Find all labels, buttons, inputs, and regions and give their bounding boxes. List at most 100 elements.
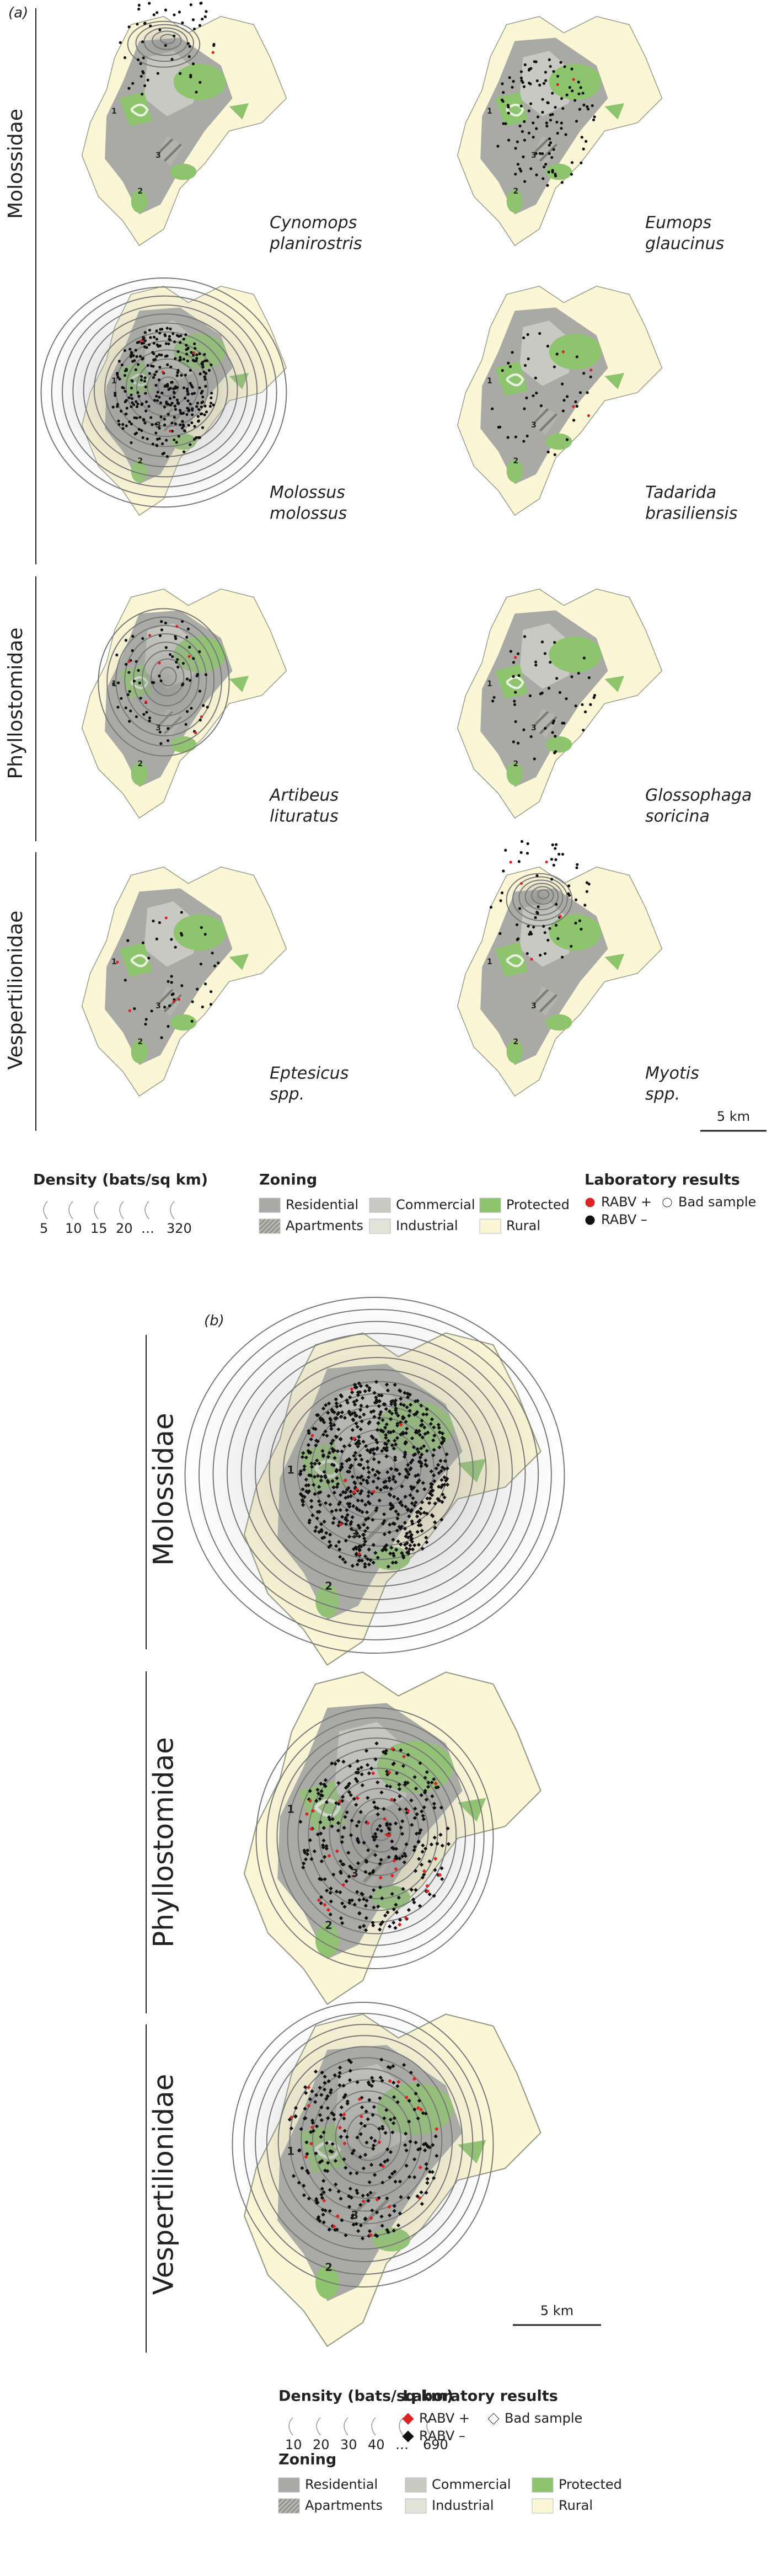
bat-sample xyxy=(561,350,565,354)
bat-sample xyxy=(136,402,140,405)
bat-sample xyxy=(551,113,554,116)
density-contour-key xyxy=(144,1201,149,1220)
bat-sample xyxy=(336,1759,341,1763)
bat-sample xyxy=(159,679,163,682)
map-label: 2 xyxy=(138,457,143,466)
bat-sample xyxy=(174,357,177,360)
map-label: 2 xyxy=(138,187,143,196)
bat-sample xyxy=(173,340,176,344)
bat-sample xyxy=(528,694,532,698)
family-label: Phyllostomidae xyxy=(148,1737,180,1948)
bat-sample xyxy=(118,377,121,381)
bat-sample xyxy=(146,78,149,82)
bat-sample xyxy=(361,1439,366,1444)
bat-sample xyxy=(144,1018,148,1021)
bat-sample xyxy=(185,677,189,681)
bat-sample xyxy=(319,1789,324,1793)
bat-sample xyxy=(165,439,168,442)
bat-sample xyxy=(151,423,154,426)
density-contour xyxy=(537,889,550,900)
bat-sample xyxy=(158,437,161,440)
bat-sample xyxy=(551,843,554,847)
bat-sample xyxy=(348,2069,352,2073)
bat-sample xyxy=(170,402,174,405)
bat-sample xyxy=(327,1451,332,1455)
bat-sample xyxy=(143,339,147,343)
lab-symbol xyxy=(585,1198,595,1207)
bat-sample xyxy=(179,341,182,344)
bat-sample xyxy=(546,938,550,942)
bat-sample xyxy=(196,415,200,418)
bat-sample xyxy=(319,1529,324,1533)
family-label: Molossidae xyxy=(148,1413,180,1565)
bat-sample xyxy=(170,421,174,425)
bat-sample xyxy=(513,703,517,706)
bat-sample xyxy=(419,1862,424,1867)
bat-sample xyxy=(213,964,217,968)
bat-sample xyxy=(349,1527,353,1531)
bat-sample xyxy=(344,1495,348,1500)
density-label: 5 xyxy=(40,1221,48,1236)
bat-sample xyxy=(163,423,167,426)
bat-sample xyxy=(528,67,531,71)
lab-label: RABV + xyxy=(419,2411,470,2426)
map: 1 2 3 xyxy=(82,2,287,245)
bat-sample xyxy=(124,706,127,709)
bat-sample xyxy=(196,673,200,676)
bat-sample xyxy=(143,376,147,380)
bat-sample xyxy=(529,82,532,85)
bat-sample xyxy=(393,1455,398,1460)
bat-sample xyxy=(376,1780,380,1784)
bat-sample xyxy=(425,1496,430,1501)
species-name: Eptesicus xyxy=(270,1064,349,1083)
bat-sample xyxy=(158,426,161,430)
bat-sample xyxy=(142,71,145,74)
bat-sample xyxy=(395,1856,399,1861)
bat-sample xyxy=(575,355,578,359)
density-contour xyxy=(143,27,188,56)
bat-sample xyxy=(513,699,516,703)
bat-sample xyxy=(135,355,138,359)
bat-sample xyxy=(333,1762,337,1766)
bat-sample xyxy=(534,664,538,667)
density-contour xyxy=(255,2024,474,2263)
density-contour-key xyxy=(371,2417,376,2436)
bat-sample xyxy=(583,710,587,714)
bat-sample xyxy=(358,2155,362,2159)
bat-sample xyxy=(140,375,143,378)
bat-sample xyxy=(185,352,189,356)
bat-sample xyxy=(572,419,576,422)
bat-sample xyxy=(376,1827,380,1832)
density-contour-key xyxy=(399,2417,404,2436)
bat-sample xyxy=(565,697,568,701)
bat-sample xyxy=(165,327,169,330)
bat-sample xyxy=(549,65,552,68)
bat-sample xyxy=(552,148,555,151)
bat-sample xyxy=(355,1507,360,1511)
bat-sample xyxy=(203,933,207,936)
bat-sample xyxy=(169,387,172,390)
bat-sample xyxy=(534,376,537,380)
bat-sample xyxy=(428,1482,433,1486)
density-contour xyxy=(524,883,559,910)
bat-sample xyxy=(147,343,151,346)
species-name: planirostris xyxy=(269,234,362,254)
bat-sample xyxy=(135,715,138,718)
bat-sample xyxy=(152,376,155,379)
bat-sample xyxy=(338,1508,342,1513)
bat-sample xyxy=(562,399,566,402)
map-label: 3 xyxy=(156,421,161,430)
density-contour-key xyxy=(170,1201,175,1220)
bat-sample xyxy=(361,1532,366,1537)
bat-sample xyxy=(547,170,550,174)
bat-sample xyxy=(141,436,144,439)
bat-sample xyxy=(587,676,591,680)
bat-sample xyxy=(511,85,514,89)
bat-sample xyxy=(366,1848,371,1852)
bat-sample xyxy=(558,691,562,694)
bat-sample xyxy=(405,1426,409,1431)
bat-sample xyxy=(180,911,183,914)
bat-sample xyxy=(137,669,140,672)
bat-sample xyxy=(185,387,189,391)
bat-sample xyxy=(179,72,182,75)
